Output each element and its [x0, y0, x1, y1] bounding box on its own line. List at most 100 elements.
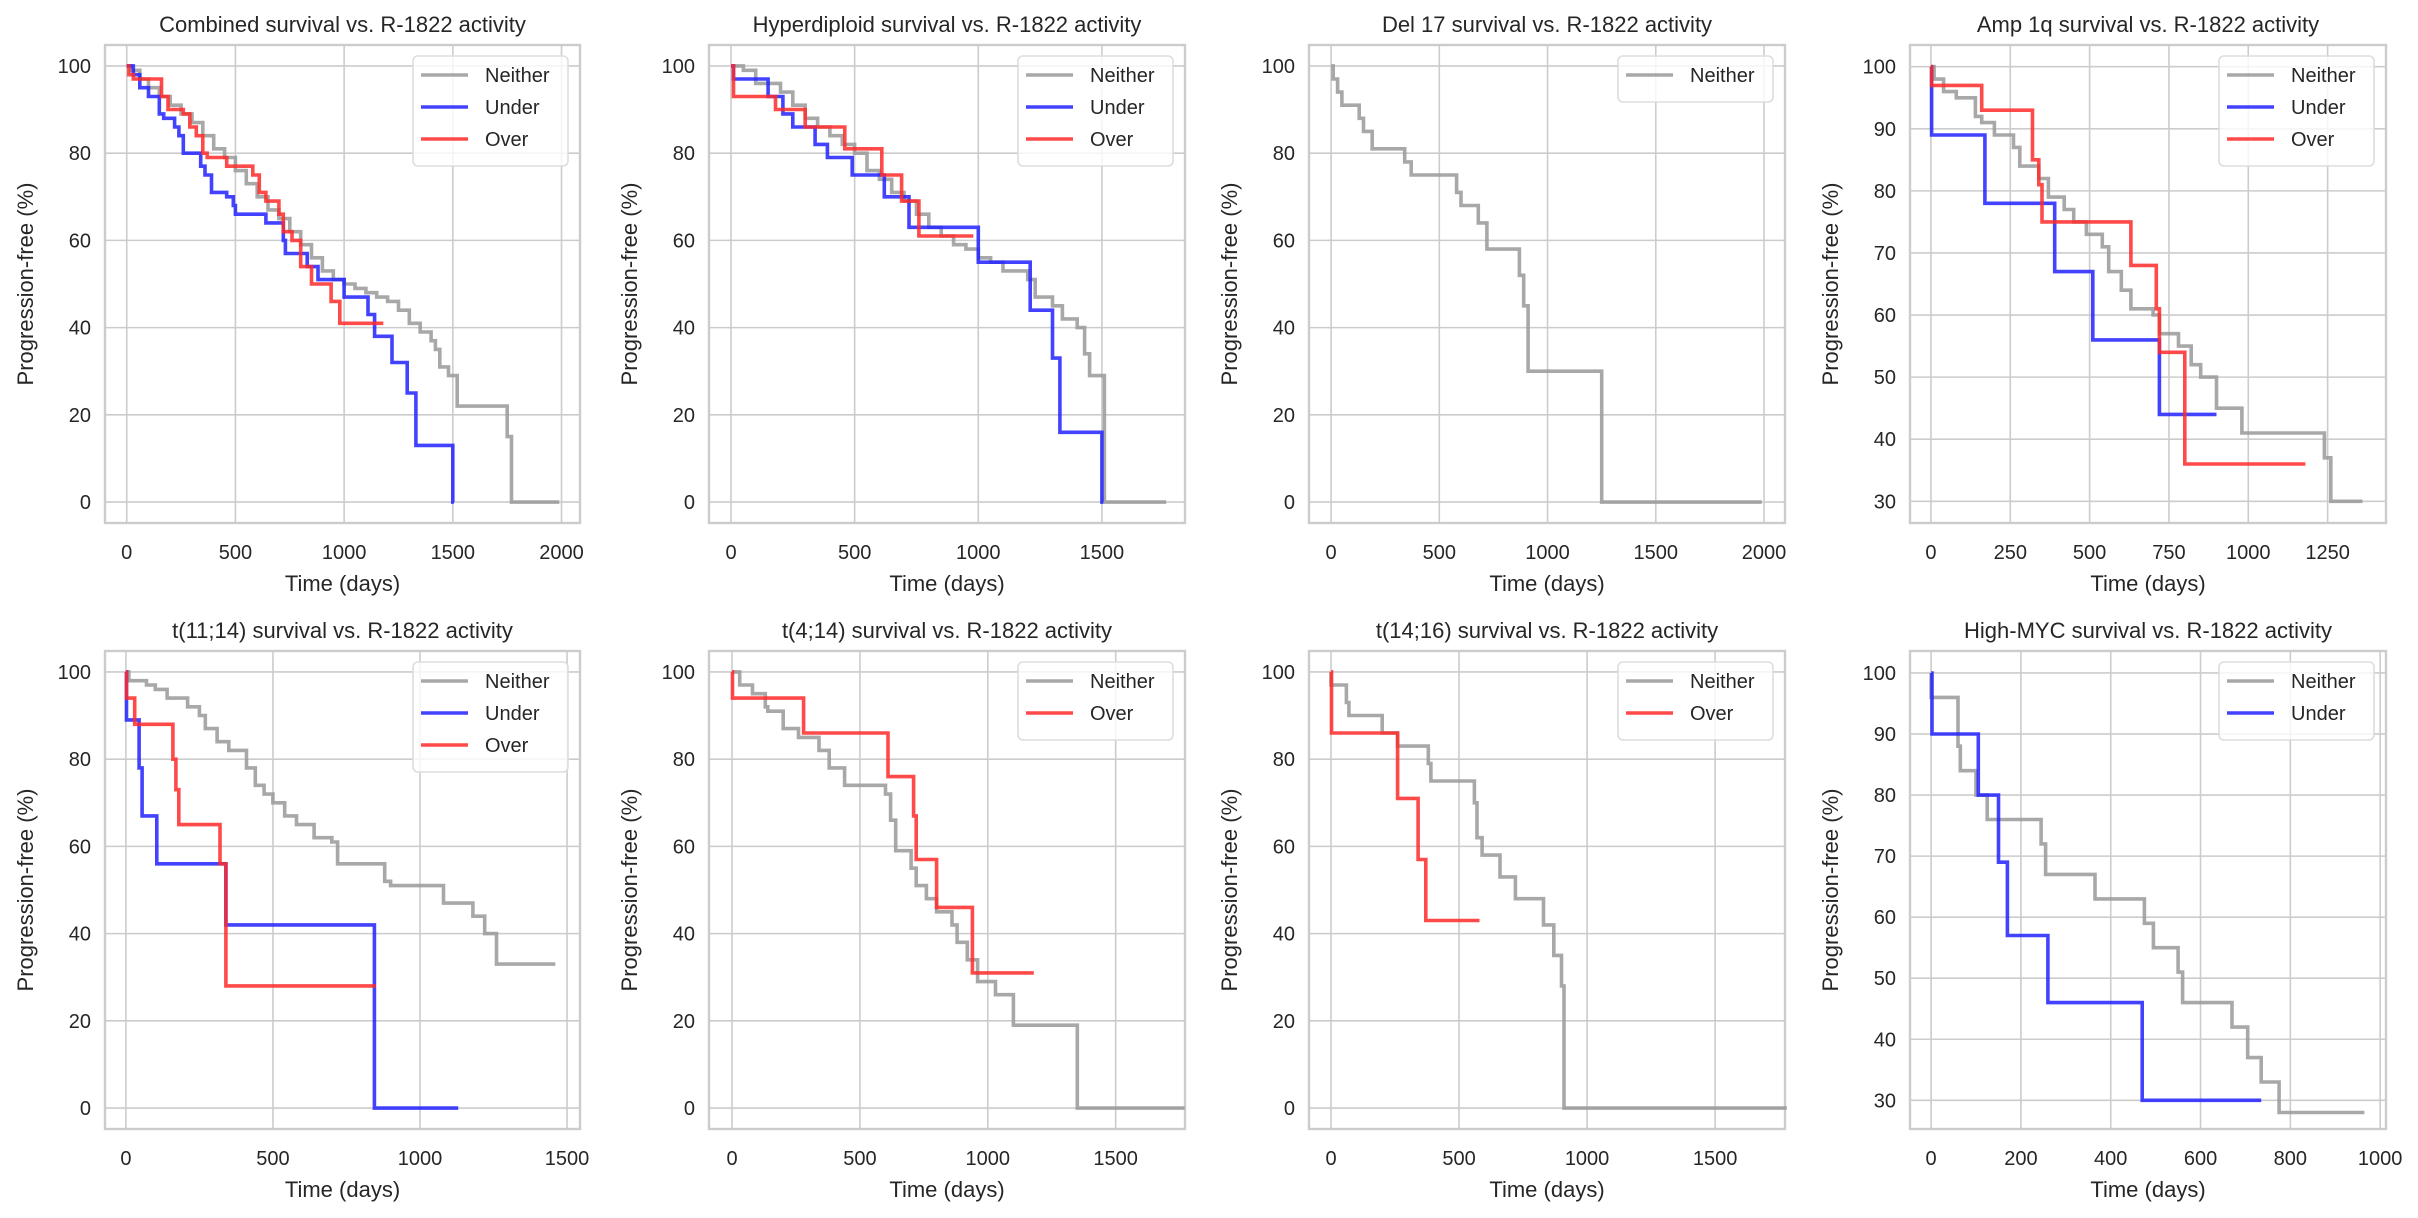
x-tick-label: 1250	[2305, 542, 2350, 564]
y-tick-label: 20	[673, 405, 695, 427]
axes-frame	[103, 649, 582, 1131]
x-tick-label: 0	[725, 542, 736, 564]
y-tick-label: 40	[673, 924, 695, 946]
legend-label-neither: Neither	[485, 65, 550, 87]
subplot-5: 0 500 1000 1500 0 20 40 60 80 100 t(11;14) surviva…	[13, 618, 589, 1202]
x-tick-label: 1500	[1693, 1148, 1738, 1170]
subplot-title: Hyperdiploid survival vs. R-1822 activit…	[753, 12, 1142, 37]
x-tick-label: 500	[1442, 1148, 1475, 1170]
y-tick-label: 0	[1284, 492, 1295, 514]
legend-label-neither: Neither	[1090, 671, 1155, 693]
series-under-line	[1930, 671, 2262, 1103]
x-tick-label: 1000	[956, 542, 1001, 564]
y-tick-label: 60	[1273, 230, 1295, 252]
x-tick-label: 1500	[431, 542, 476, 564]
y-tick-label: 40	[69, 924, 91, 946]
series-over-line	[731, 64, 974, 238]
y-tick-label: 100	[58, 56, 91, 78]
y-tick-label: 60	[69, 230, 91, 252]
axes-frame	[1908, 43, 2388, 525]
x-tick-label: 0	[1925, 542, 1936, 564]
subplot-title: t(4;14) survival vs. R-1822 activity	[782, 618, 1112, 643]
y-axis-label: Progression-free (%)	[617, 789, 642, 992]
x-tick-label: 250	[1994, 542, 2027, 564]
y-tick-label: 90	[1874, 119, 1896, 141]
series-over-line	[730, 670, 1034, 975]
y-tick-label: 20	[69, 1011, 91, 1033]
y-tick-label: 0	[1284, 1098, 1295, 1120]
x-tick-label: 500	[838, 542, 871, 564]
y-tick-label: 20	[1273, 405, 1295, 427]
x-tick-label: 600	[2184, 1148, 2217, 1170]
x-axis-label: Time (days)	[889, 571, 1004, 596]
series-over-line	[124, 670, 376, 988]
x-tick-label: 500	[1423, 542, 1456, 564]
x-tick-label: 1500	[1093, 1148, 1138, 1170]
subplot-title: t(14;16) survival vs. R-1822 activity	[1376, 618, 1718, 643]
x-tick-label: 500	[2073, 542, 2106, 564]
y-axis-label: Progression-free (%)	[13, 183, 38, 386]
subplot-title: Combined survival vs. R-1822 activity	[159, 12, 526, 37]
legend-label-neither: Neither	[1090, 65, 1155, 87]
subplot-title: High-MYC survival vs. R-1822 activity	[1964, 618, 2332, 643]
series-neither-line	[1930, 64, 2363, 504]
x-tick-label: 1000	[2226, 542, 2271, 564]
y-tick-label: 100	[662, 662, 695, 684]
axes-frame	[1307, 43, 1787, 525]
x-tick-label: 500	[843, 1148, 876, 1170]
legend-label-over: Over	[485, 129, 529, 151]
legend-label-over: Over	[1690, 703, 1734, 725]
y-tick-label: 100	[662, 56, 695, 78]
subplot-6: 0 500 1000 1500 0 20 40 60 80 100 t(4;14) survival…	[617, 618, 1187, 1202]
y-tick-label: 60	[1874, 907, 1896, 929]
legend-label-under: Under	[2291, 703, 2346, 725]
y-tick-label: 100	[58, 662, 91, 684]
y-tick-label: 80	[69, 143, 91, 165]
series-neither-line	[1331, 64, 1762, 504]
legend-label-over: Over	[2291, 129, 2335, 151]
legend-label-under: Under	[485, 97, 540, 119]
x-tick-label: 750	[2152, 542, 2185, 564]
legend-label-neither: Neither	[485, 671, 550, 693]
axes-frame	[1307, 649, 1787, 1131]
x-tick-label: 1000	[966, 1148, 1011, 1170]
series-over-line	[1329, 670, 1480, 923]
series-neither-line	[1329, 671, 1787, 1110]
y-tick-label: 60	[673, 836, 695, 858]
legend-label-under: Under	[2291, 97, 2346, 119]
series-under-line	[126, 64, 455, 504]
x-axis-label: Time (days)	[1489, 1177, 1604, 1202]
legend-label-over: Over	[485, 735, 529, 757]
legend-label-under: Under	[1090, 97, 1145, 119]
y-tick-label: 80	[1273, 749, 1295, 771]
subplot-1: 0 500 1000 1500 2000 0 20 40 60 80 100 Combined sur…	[13, 12, 584, 596]
y-tick-label: 30	[1874, 1090, 1896, 1112]
subplot-2: 0 500 1000 1500 0 20 40 60 80 100 Hyperdiploid sur…	[617, 12, 1187, 596]
series-under-line	[124, 670, 459, 1110]
y-tick-label: 70	[1874, 243, 1896, 265]
y-tick-label: 100	[1863, 57, 1896, 79]
y-tick-label: 40	[1273, 318, 1295, 340]
series-over-line	[1929, 64, 2306, 466]
x-tick-label: 0	[121, 542, 132, 564]
x-tick-label: 1000	[398, 1148, 443, 1170]
x-tick-label: 200	[2004, 1148, 2037, 1170]
y-tick-label: 60	[1273, 836, 1295, 858]
y-tick-label: 80	[1273, 143, 1295, 165]
y-tick-label: 40	[1874, 429, 1896, 451]
x-tick-label: 500	[219, 542, 252, 564]
legend-label-over: Over	[1090, 703, 1134, 725]
y-tick-label: 40	[69, 318, 91, 340]
y-axis-label: Progression-free (%)	[13, 789, 38, 992]
y-tick-label: 100	[1262, 56, 1295, 78]
x-tick-label: 1000	[1525, 542, 1570, 564]
y-tick-label: 0	[684, 1098, 695, 1120]
subplot-8: 0 200 400 600 800 1000 30 40 50 60 70 80 90 100 High-M…	[1818, 618, 2402, 1202]
x-tick-label: 500	[256, 1148, 289, 1170]
legend-label-neither: Neither	[2291, 65, 2356, 87]
x-tick-label: 0	[1926, 1148, 1937, 1170]
x-tick-label: 0	[1326, 542, 1337, 564]
y-tick-label: 0	[80, 1098, 91, 1120]
y-tick-label: 80	[1874, 181, 1896, 203]
